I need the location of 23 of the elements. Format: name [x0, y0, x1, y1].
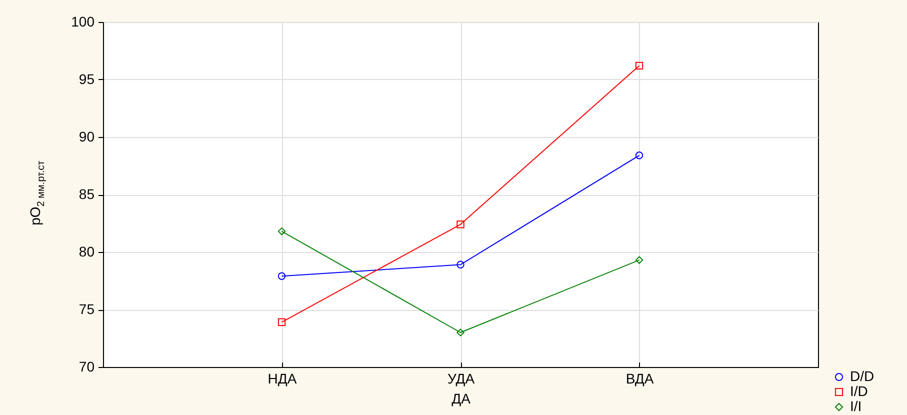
x-tick-label: ВДА: [626, 370, 654, 386]
point: [278, 318, 286, 326]
point: [456, 328, 464, 336]
y-tick-label: 70: [78, 358, 95, 374]
x-tick-label: УДА: [447, 370, 476, 386]
point: [278, 227, 286, 236]
y-tick-label: 95: [78, 71, 95, 87]
point: [456, 220, 464, 228]
y-tick-label: 80: [78, 244, 95, 260]
point: [635, 256, 644, 264]
legend-label: I/I: [850, 398, 862, 414]
y-tick-label: 85: [78, 186, 95, 202]
point: [635, 62, 644, 70]
y-tick-label: 75: [78, 301, 95, 317]
legend-label: D/D: [850, 368, 874, 384]
legend-label: I/D: [850, 383, 868, 399]
point: [456, 260, 464, 268]
y-tick-label: 90: [78, 128, 95, 144]
point: [278, 272, 286, 280]
y-tick-label: 100: [71, 14, 95, 30]
x-tick-label: НДА: [268, 370, 298, 386]
x-axis-title: ДА: [452, 390, 472, 406]
point: [635, 152, 644, 160]
